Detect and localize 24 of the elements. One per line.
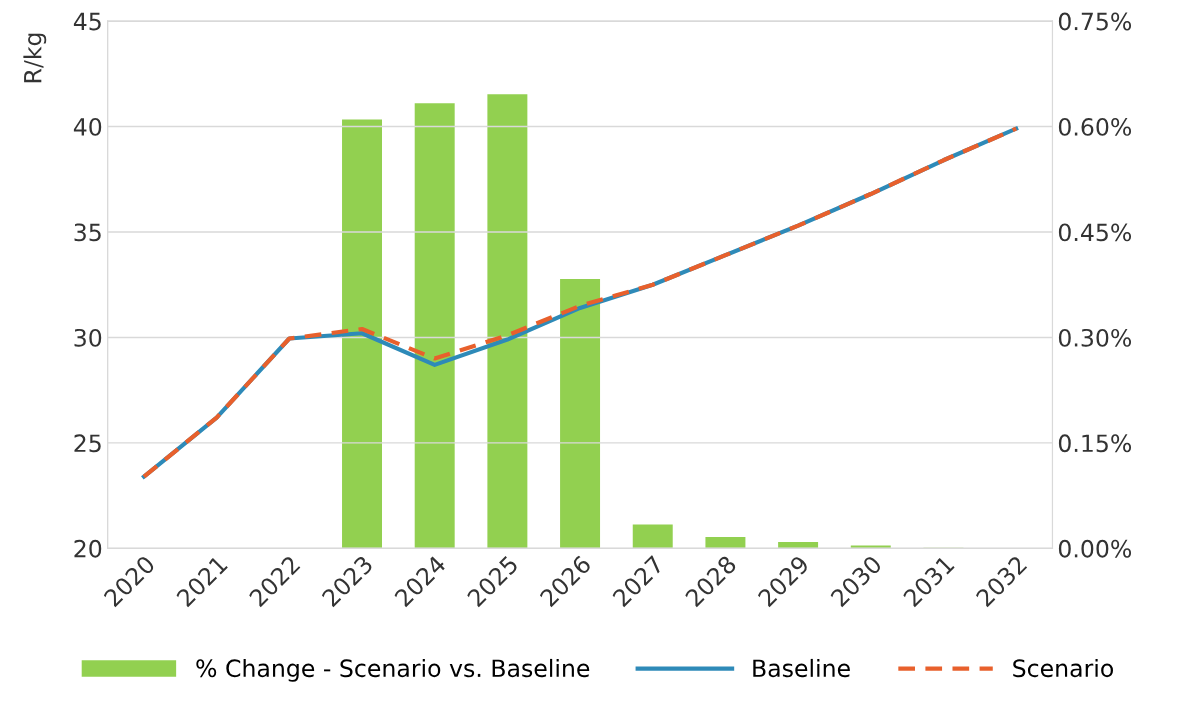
- bar: [487, 94, 528, 549]
- bar: [560, 279, 601, 549]
- y2-tick-label: 0.75%: [1058, 12, 1132, 31]
- bar: [414, 103, 455, 549]
- y-tick-label: 25: [74, 434, 101, 453]
- y-axis-title: R/kg: [23, 33, 47, 83]
- y2-tick-label: 0.00%: [1058, 539, 1132, 558]
- legend-label: Baseline: [753, 658, 850, 678]
- y2-tick-label: 0.45%: [1058, 223, 1132, 242]
- bar: [342, 119, 383, 549]
- y2-tick-label: 0.30%: [1058, 328, 1132, 347]
- y-tick-label: 30: [74, 328, 102, 347]
- bar: [632, 524, 673, 549]
- legend-label: % Change - Scenario vs. Baseline: [196, 658, 590, 682]
- bar: [778, 542, 819, 549]
- y-tick-label: 45: [73, 12, 101, 31]
- y2-tick-label: 0.15%: [1058, 434, 1132, 453]
- y2-tick-label: 0.60%: [1058, 117, 1132, 136]
- bar: [705, 537, 746, 549]
- y-tick-label: 20: [74, 539, 102, 558]
- y-tick-label: 35: [74, 223, 101, 242]
- legend-label: Scenario: [1013, 658, 1114, 678]
- line-series: [141, 126, 1019, 479]
- y-tick-label: 40: [73, 117, 102, 136]
